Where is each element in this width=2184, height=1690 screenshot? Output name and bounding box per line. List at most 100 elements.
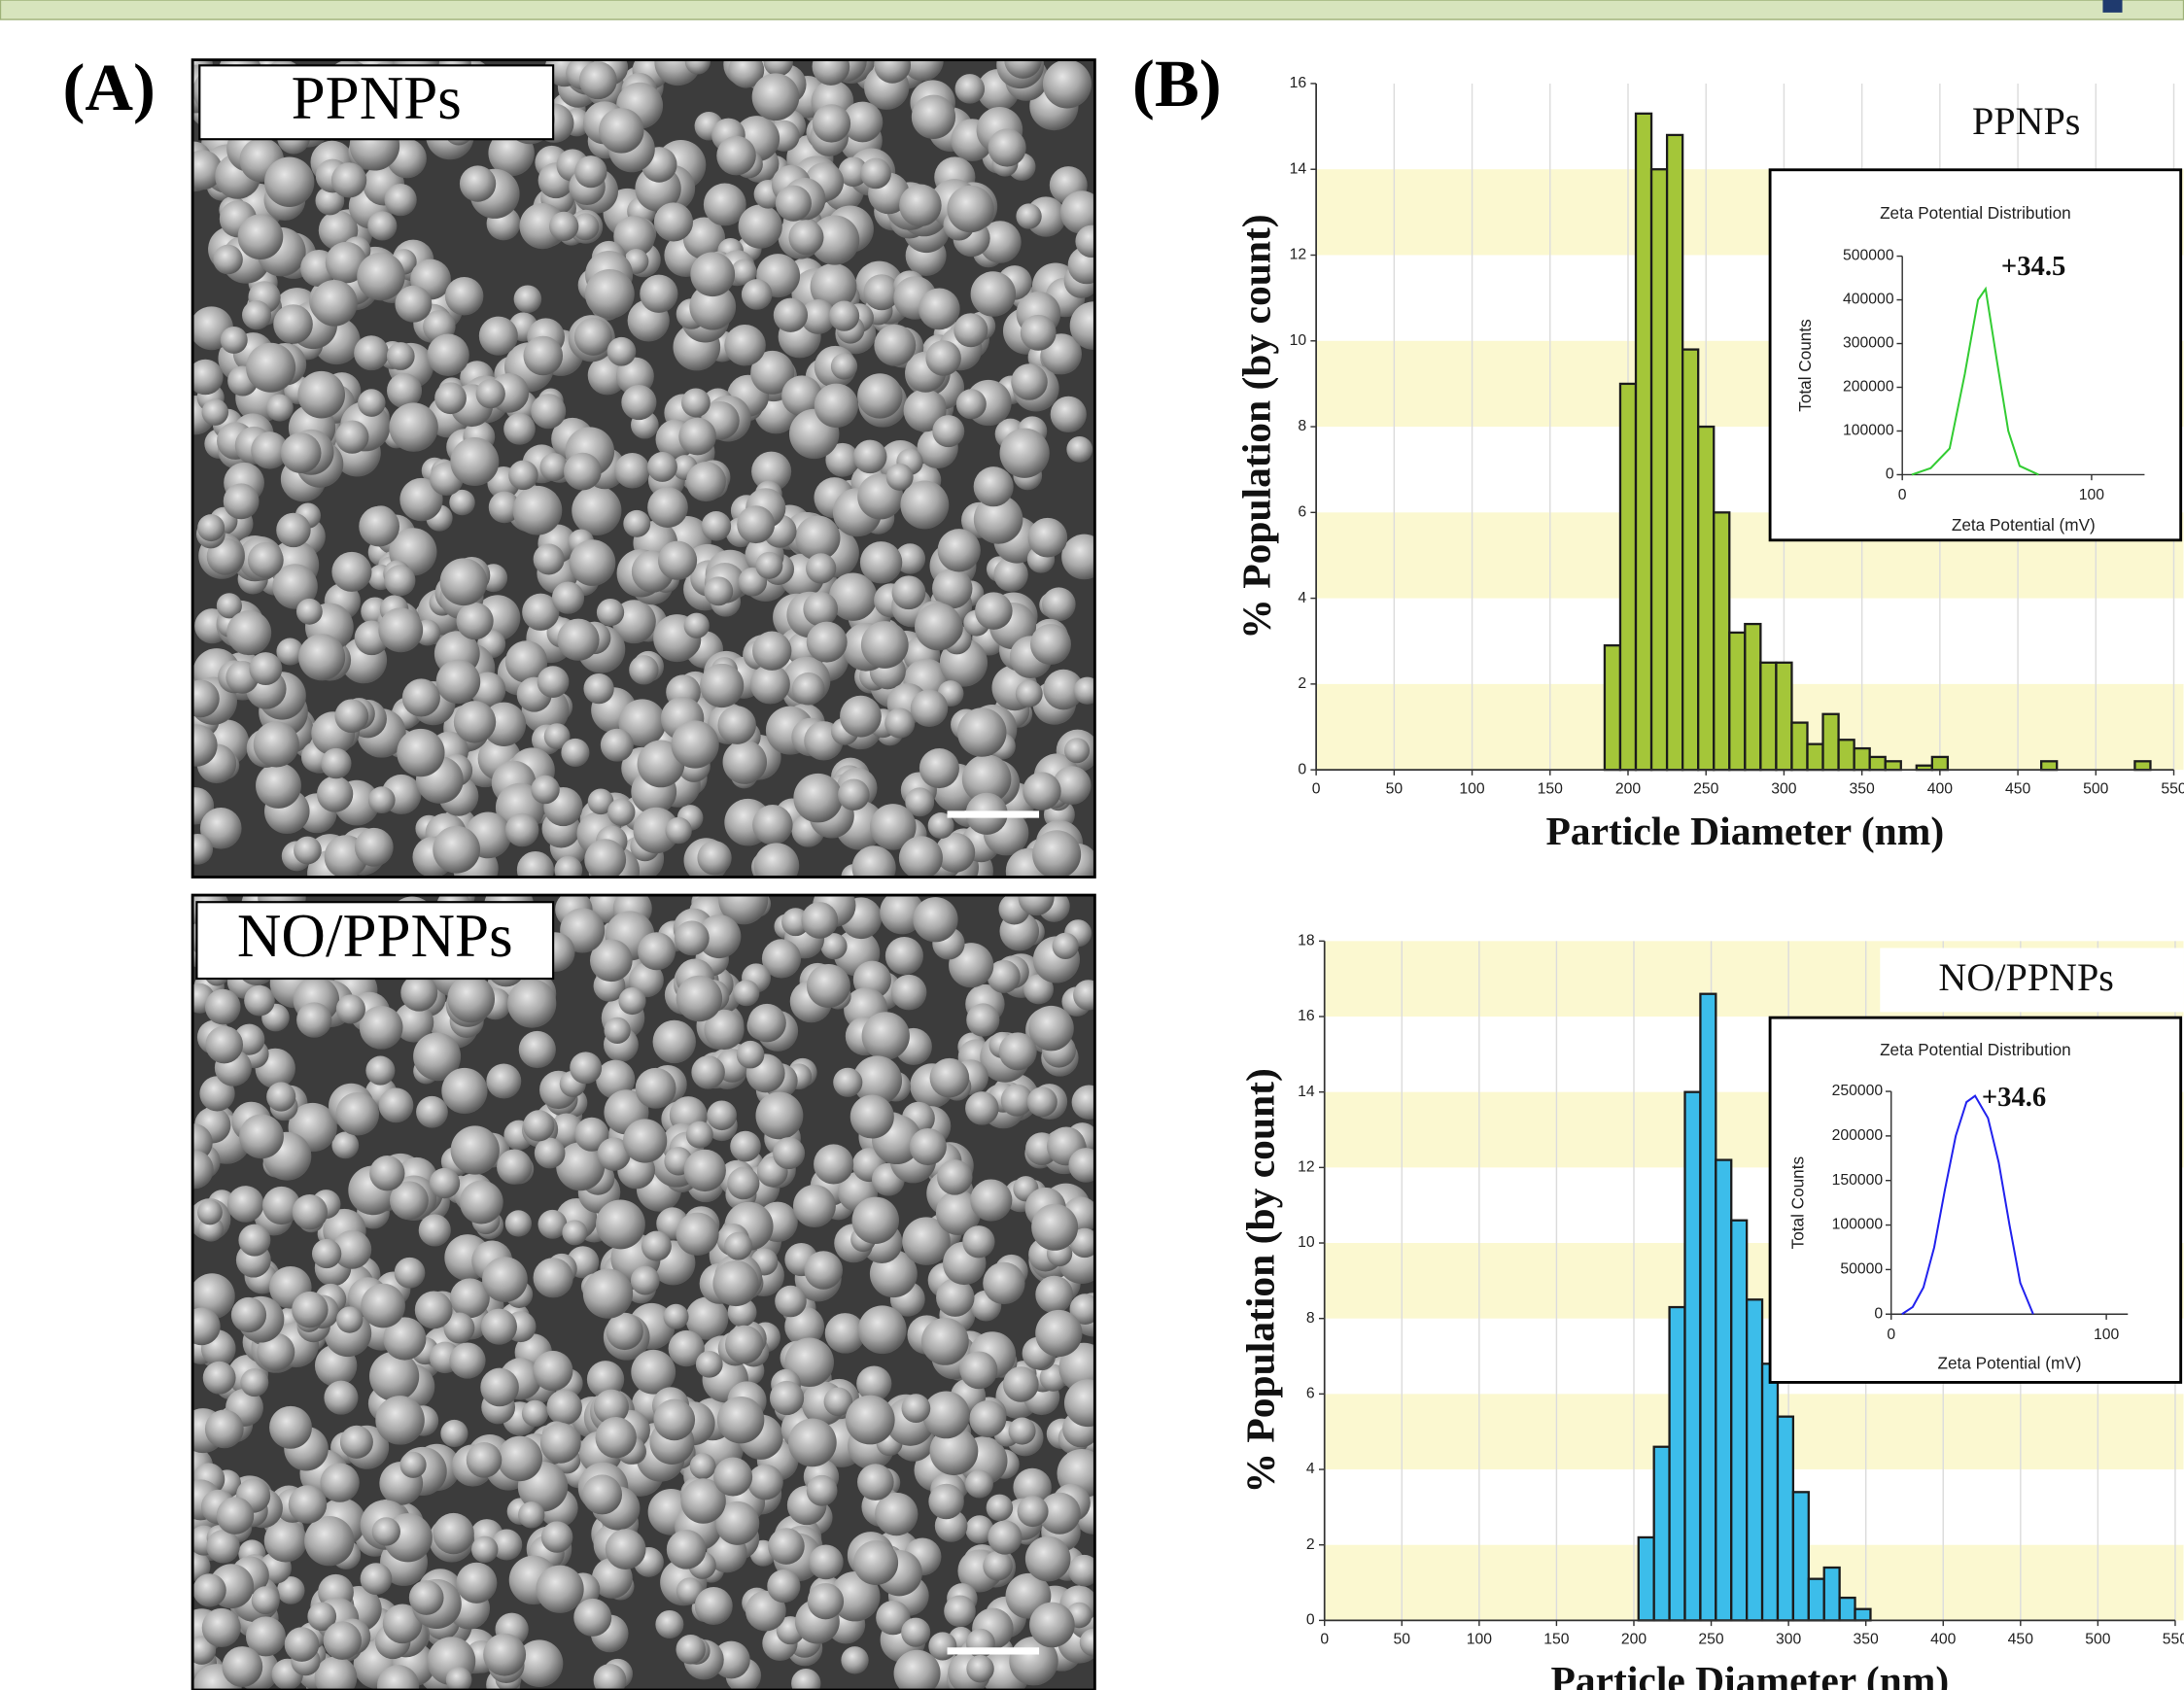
sem-grain [929, 1057, 970, 1098]
sem-grain [378, 1087, 414, 1123]
sem-grain [570, 1052, 603, 1085]
sem-grain [745, 1590, 786, 1632]
sem-grain [902, 1217, 951, 1265]
sem-grain [806, 621, 848, 663]
sem-grain [755, 1091, 804, 1140]
x-tick-label: 350 [1854, 1632, 1880, 1648]
bar [1760, 1362, 1780, 1622]
panel-label: (B) [1132, 47, 1222, 121]
sem-grain [903, 389, 947, 432]
bar [1634, 112, 1653, 772]
sem-grain [192, 1150, 214, 1190]
sem-grain [413, 1032, 462, 1081]
sem-grain [932, 568, 973, 609]
sem-grain [801, 902, 839, 939]
charts: 0501001502002503003504004505005500246810… [1233, 75, 2184, 1690]
sem-grain [262, 1186, 301, 1225]
x-tick-label: 350 [1850, 780, 1876, 797]
sem-grain [537, 666, 570, 698]
bar [1838, 1596, 1856, 1622]
sem-grain [1073, 980, 1095, 1011]
sem-grain [334, 699, 369, 734]
sem-grain [512, 485, 563, 535]
sem-grain [803, 591, 839, 627]
sem-grain [701, 511, 732, 541]
sem-grain [918, 288, 960, 330]
sem-grain [853, 1540, 899, 1586]
sem-grain [1030, 624, 1071, 665]
sem-grain [738, 204, 782, 249]
sem-grain [383, 1317, 427, 1361]
y-tick-label: 10 [1298, 1234, 1315, 1251]
sem-grain [900, 480, 950, 530]
y-tick-label: 0 [1306, 1612, 1315, 1629]
sem-grain [825, 442, 860, 477]
sem-grain [922, 1391, 970, 1439]
bar [1665, 133, 1684, 772]
sem-grain [445, 1667, 472, 1690]
sem-grain [606, 1312, 643, 1351]
sem-grain [593, 1389, 629, 1425]
sem-grain [596, 1199, 645, 1250]
sem-grain [295, 598, 323, 625]
sem-grain [486, 1063, 522, 1099]
bar [1683, 1090, 1702, 1622]
sem-grain [806, 1474, 838, 1506]
sem-grain [695, 1350, 723, 1378]
sem-grain [1059, 190, 1095, 234]
sem-grain [683, 612, 710, 638]
image-label: PPNPs [292, 64, 462, 132]
y-tick-label: 0 [1874, 1305, 1883, 1322]
sem-grain [689, 1453, 716, 1480]
sem-grain [504, 812, 539, 847]
sem-grain [621, 384, 657, 421]
sem-grain [449, 489, 475, 516]
label-background [1880, 948, 2184, 1013]
sem-grain [522, 593, 560, 631]
header-band [0, 0, 2184, 20]
sem-grain [475, 378, 505, 409]
sem-grain [384, 184, 417, 217]
sem-grain [685, 1121, 713, 1149]
bar [1930, 755, 1950, 772]
sem-grain [668, 1329, 705, 1367]
sem-grain [400, 974, 438, 1012]
sem-grain [830, 353, 858, 380]
bar [1652, 1445, 1671, 1622]
sem-grain [937, 529, 981, 572]
sem-grain [840, 695, 882, 738]
x-tick-label: 50 [1386, 780, 1404, 797]
sem-grain [983, 1550, 1013, 1581]
sem-grain [768, 1528, 805, 1565]
sem-grain [830, 1570, 881, 1622]
sem-grain [961, 754, 1012, 804]
sem-grain [1068, 1554, 1095, 1587]
sem-grain [434, 382, 467, 415]
sem-grain [539, 1422, 581, 1464]
sem-grain [690, 252, 736, 297]
sem-grain [386, 342, 415, 370]
sem-grain [480, 1308, 517, 1345]
sem-grain [987, 959, 1021, 993]
sem-grain [857, 373, 903, 419]
sem-grain [192, 1551, 211, 1581]
sem-grain [562, 1220, 588, 1246]
sem-grain [531, 775, 560, 805]
sem-grain [593, 1664, 627, 1690]
sem-grain [1052, 932, 1079, 960]
bar [1837, 739, 1855, 772]
sem-grain [369, 1155, 405, 1191]
sem-grain [793, 773, 843, 823]
sem-grain [332, 1229, 372, 1269]
sem-grain [860, 621, 909, 669]
sem-grain [962, 1225, 995, 1259]
sem-grain [449, 1278, 490, 1319]
sem-grain [856, 1365, 892, 1401]
sem-grain [859, 541, 903, 584]
sem-grain [205, 1025, 244, 1064]
sem-grain [838, 778, 870, 811]
sem-grain [192, 834, 214, 865]
sem-grain [674, 920, 710, 956]
sem-grain [936, 1278, 975, 1317]
sem-grain [536, 1565, 584, 1613]
